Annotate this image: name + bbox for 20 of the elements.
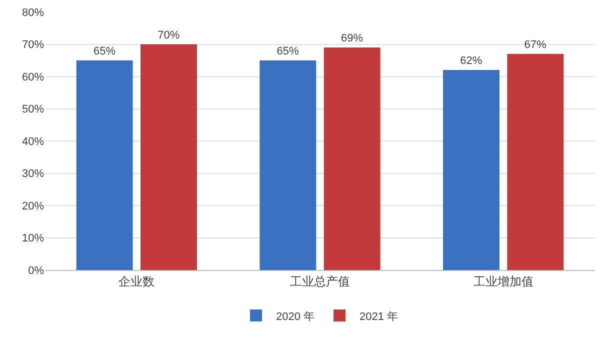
- data-label: 65%: [93, 45, 116, 58]
- data-label: 70%: [158, 29, 180, 42]
- x-tick-label: 企业数: [118, 274, 155, 288]
- data-label: 69%: [340, 32, 364, 44]
- y-tick-label: 80%: [22, 6, 44, 19]
- y-tick-label: 0%: [28, 264, 44, 277]
- y-tick-label: 70%: [22, 39, 44, 52]
- legend-label: 2020 年: [276, 310, 315, 323]
- data-label: 62%: [460, 55, 482, 68]
- legend-label: 2021 年: [360, 310, 398, 323]
- y-tick-label: 40%: [22, 136, 44, 148]
- y-tick-label: 50%: [22, 104, 44, 116]
- y-tick-label: 30%: [22, 168, 44, 180]
- y-tick-label: 10%: [22, 232, 44, 245]
- data-label: 65%: [276, 45, 300, 58]
- data-label: 67%: [524, 38, 547, 51]
- x-tick-label: 工业总产值: [290, 274, 350, 288]
- y-tick-label: 20%: [22, 200, 44, 212]
- x-tick-label: 工业增加值: [473, 274, 534, 288]
- y-tick-label: 60%: [22, 71, 44, 84]
